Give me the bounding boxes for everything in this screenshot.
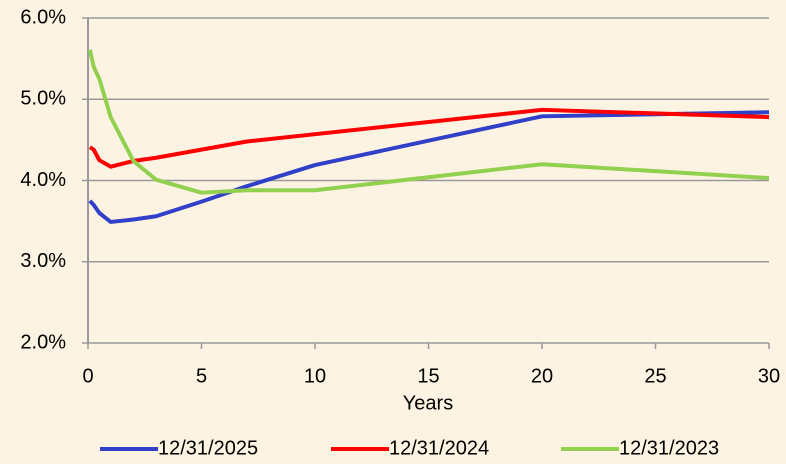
series-line — [88, 110, 770, 224]
x-axis-label: Years — [403, 392, 453, 414]
x-tick-label: 25 — [644, 365, 666, 387]
series-line — [88, 107, 770, 169]
series-line — [87, 49, 770, 195]
y-tick-label: 4.0% — [20, 169, 66, 191]
legend-label: 12/31/2024 — [389, 437, 489, 459]
x-tick-label: 20 — [531, 365, 553, 387]
y-tick-label: 3.0% — [20, 250, 66, 272]
x-tick-label: 10 — [304, 365, 326, 387]
x-tick-label: 5 — [196, 365, 207, 387]
x-tick-label: 15 — [417, 365, 439, 387]
legend-label: 12/31/2025 — [158, 437, 258, 459]
x-tick-label: 0 — [82, 365, 93, 387]
y-tick-label: 2.0% — [20, 331, 66, 353]
x-tick-label: 30 — [758, 365, 780, 387]
legend-label: 12/31/2023 — [619, 437, 719, 459]
y-tick-label: 6.0% — [20, 6, 66, 28]
y-tick-label: 5.0% — [20, 88, 66, 110]
